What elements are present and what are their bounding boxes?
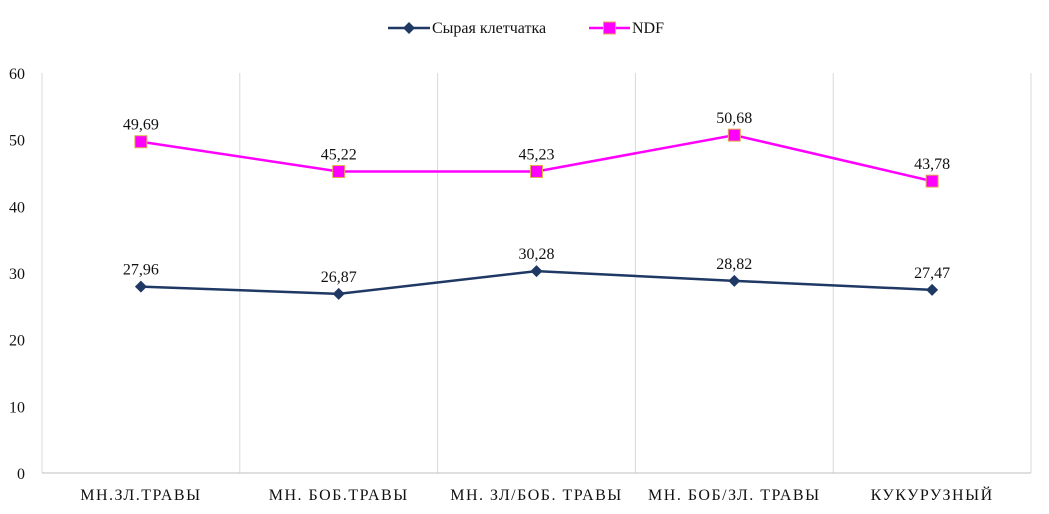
data-point bbox=[926, 283, 939, 296]
legend: Сырая клетчатка NDF bbox=[388, 20, 664, 37]
data-point bbox=[530, 265, 543, 278]
x-category-label: МН. БОБ.ТРАВЫ bbox=[269, 487, 409, 504]
x-category-label: МН. ЗЛ/БОБ. ТРАВЫ bbox=[450, 487, 623, 504]
series-group: 27,96 26,87 30,28 28,82 27,47 49,69 45,22 45,23… bbox=[123, 110, 950, 300]
data-point bbox=[332, 165, 346, 179]
y-tick-label: 60 bbox=[9, 66, 25, 83]
data-label: 27,96 bbox=[123, 262, 159, 279]
legend-marker bbox=[603, 21, 616, 35]
data-label: 27,47 bbox=[914, 265, 950, 282]
data-point bbox=[134, 135, 148, 149]
legend-item: Сырая клетчатка bbox=[388, 20, 546, 37]
x-category-labels: МН.ЗЛ.ТРАВЫ МН. БОБ.ТРАВЫ МН. ЗЛ/БОБ. ТРАВ… bbox=[80, 485, 994, 504]
data-point bbox=[530, 164, 543, 178]
data-point bbox=[727, 128, 741, 142]
data-label: 45,23 bbox=[519, 146, 555, 163]
series-crude-fiber: 27,96 26,87 30,28 28,82 27,47 bbox=[123, 246, 950, 300]
y-tick-label: 30 bbox=[9, 266, 25, 283]
y-tick-label: 0 bbox=[17, 466, 25, 483]
data-point bbox=[728, 274, 741, 287]
data-label: 49,69 bbox=[123, 117, 159, 134]
y-tick-label: 50 bbox=[9, 133, 25, 150]
grid-lines bbox=[41, 73, 1032, 473]
data-point bbox=[332, 287, 345, 300]
y-tick-label: 10 bbox=[9, 399, 25, 416]
data-label: 50,68 bbox=[716, 110, 752, 127]
x-category-label: МН. БОБ/ЗЛ. ТРАВЫ bbox=[648, 487, 821, 504]
data-label: 28,82 bbox=[716, 256, 752, 273]
data-label: 43,78 bbox=[914, 156, 950, 173]
y-tick-label: 40 bbox=[9, 199, 25, 216]
data-label: 45,22 bbox=[321, 147, 357, 164]
data-point bbox=[134, 280, 147, 293]
data-point bbox=[925, 174, 939, 188]
series-ndf: 49,69 45,22 45,23 50,68 43,78 bbox=[123, 110, 950, 188]
y-tick-labels: 0 10 20 30 40 50 60 bbox=[9, 66, 25, 483]
x-category-label: КУКУРУЗНЫЙ bbox=[871, 485, 994, 504]
legend-label: Сырая клетчатка bbox=[432, 20, 546, 37]
legend-marker bbox=[403, 22, 415, 34]
data-label: 26,87 bbox=[321, 269, 357, 286]
legend-item: NDF bbox=[589, 20, 664, 37]
legend-label: NDF bbox=[632, 20, 664, 37]
y-tick-label: 20 bbox=[9, 333, 25, 350]
x-category-label: МН.ЗЛ.ТРАВЫ bbox=[80, 487, 201, 504]
data-label: 30,28 bbox=[519, 246, 555, 263]
